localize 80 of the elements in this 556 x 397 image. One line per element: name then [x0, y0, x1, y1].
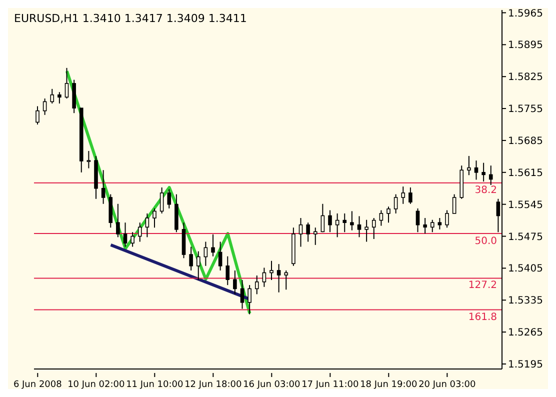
- candlestick: [42, 98, 47, 116]
- candlestick: [401, 186, 406, 204]
- candlestick: [130, 232, 134, 248]
- candlestick: [438, 218, 442, 230]
- candlestick: [423, 218, 427, 234]
- candlestick: [240, 280, 244, 310]
- candlestick: [58, 92, 62, 104]
- x-tick-label: 17 Jun 11:00: [302, 380, 360, 390]
- candlestick: [196, 250, 200, 281]
- candlestick: [364, 219, 368, 242]
- x-tick-label: 18 Jun 19:00: [360, 380, 418, 390]
- candlestick: [167, 188, 172, 209]
- candlestick: [342, 212, 347, 233]
- candlestick: [482, 162, 486, 182]
- candlestick: [204, 241, 208, 266]
- candlestick: [226, 256, 230, 286]
- y-tick-label: 1.5475: [508, 232, 543, 243]
- chart-title: EURUSD,H1 1.3410 1.3417 1.3409 1.3411: [14, 12, 247, 25]
- candlestick: [233, 270, 237, 295]
- candlestick: [254, 274, 259, 295]
- x-tick-label: 16 Jun 03:00: [243, 380, 301, 390]
- candlestick: [101, 170, 106, 204]
- candlestick: [488, 165, 493, 188]
- candlestick: [445, 210, 449, 228]
- y-tick-label: 1.5615: [508, 168, 543, 179]
- candlestick: [138, 222, 142, 242]
- x-tick-label: 10 Jun 02:00: [68, 380, 126, 390]
- candlestick: [64, 67, 69, 99]
- candlestick: [320, 203, 325, 233]
- candlestick: [86, 150, 91, 169]
- x-tick-label: 11 Jun 10:00: [126, 380, 184, 390]
- candlestick: [145, 212, 150, 238]
- candlestick: [298, 218, 303, 248]
- y-tick-label: 1.5755: [508, 104, 543, 116]
- annotation: 127.2: [467, 280, 498, 292]
- candlestick: [262, 267, 266, 288]
- annotation: 161.8: [467, 312, 498, 324]
- candlestick: [306, 222, 310, 242]
- candlestick: [452, 194, 456, 214]
- y-tick-label: 1.5195: [508, 360, 543, 371]
- annotation: 38.2: [474, 184, 498, 197]
- y-tick-label: 1.5685: [508, 136, 543, 148]
- candlestick: [357, 216, 362, 238]
- candlestick: [152, 208, 156, 228]
- candlestick: [350, 210, 354, 231]
- y-tick-label: 1.5895: [508, 40, 543, 52]
- y-tick-label: 1.5405: [508, 264, 543, 275]
- candlestick: [416, 208, 420, 233]
- candlestick: [189, 246, 193, 271]
- candlestick: [211, 234, 215, 257]
- candlestick: [116, 203, 120, 238]
- candlestick: [386, 206, 390, 224]
- candlestick: [328, 210, 332, 233]
- candlestick: [160, 186, 164, 214]
- candlestick: [474, 160, 478, 180]
- y-tick-label: 1.5545: [508, 200, 543, 211]
- candlestick: [394, 194, 398, 214]
- y-tick-label: 1.5265: [508, 328, 543, 339]
- candlestick: [313, 227, 318, 246]
- x-tick-label: 20 Jun 03:00: [418, 380, 476, 390]
- y-tick-label: 1.5825: [508, 72, 543, 84]
- candlestick: [36, 106, 40, 125]
- candlestick: [284, 270, 288, 290]
- candlestick: [218, 241, 222, 271]
- y-tick-label: 1.5335: [508, 296, 543, 307]
- candlestick: [372, 218, 376, 240]
- candlestick: [276, 264, 281, 293]
- candlestick: [123, 222, 128, 248]
- candlestick: [335, 212, 340, 238]
- y-tick-label: 1.5965: [508, 8, 543, 20]
- annotation: 50.0: [474, 236, 498, 248]
- candlestick: [430, 219, 434, 233]
- x-tick-label: 12 Jun 18:00: [184, 380, 242, 390]
- candlestick: [248, 284, 252, 315]
- candlestick: [50, 88, 54, 104]
- candlestick: [467, 155, 471, 176]
- candlestick: [270, 260, 274, 281]
- candlestick: [408, 186, 412, 204]
- x-tick-label: 6 Jun 2008: [13, 380, 62, 390]
- candlestick: [379, 210, 384, 226]
